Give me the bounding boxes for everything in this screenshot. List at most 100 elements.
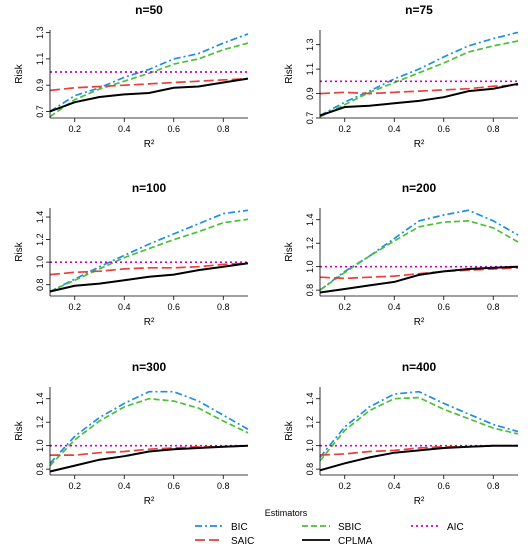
x-tick-label: 0.6 xyxy=(167,481,180,491)
x-tick-label: 0.6 xyxy=(437,481,450,491)
x-tick-label: 0.4 xyxy=(388,481,401,491)
y-tick-label: 0.9 xyxy=(35,79,45,92)
y-tick-label: 1.1 xyxy=(305,63,315,76)
series-line-bic xyxy=(49,390,249,464)
x-tick-label: 0.2 xyxy=(68,302,81,312)
series-line-saic xyxy=(319,444,518,456)
x-tick-label: 0.8 xyxy=(487,302,500,312)
y-tick-label: 1.0 xyxy=(305,439,315,452)
x-tick-label: 0.6 xyxy=(437,302,450,312)
x-tick-label: 0.6 xyxy=(167,124,180,134)
y-tick-label: 0.9 xyxy=(305,87,315,100)
chart-panel-n=100: n=100 0.2 0.4 0.6 0.8 0.8 1.0 1.2 1.4 R² Risk xyxy=(14,181,249,328)
series-line-cplma xyxy=(319,82,519,117)
series-line-bic xyxy=(49,33,249,113)
x-tick-label: 0.8 xyxy=(217,481,230,491)
series-line-saic xyxy=(49,77,249,92)
y-tick-label: 1.2 xyxy=(305,237,315,250)
y-tick-label: 1.0 xyxy=(35,256,45,269)
x-tick-label: 0.4 xyxy=(388,302,401,312)
series-line-sbic xyxy=(319,396,519,462)
y-tick-label: 0.8 xyxy=(305,463,315,476)
y-tick-label: 1.2 xyxy=(305,416,315,429)
y-tick-label: 1.4 xyxy=(305,392,315,405)
series-line-sbic xyxy=(49,42,249,118)
y-tick-label: 0.8 xyxy=(305,284,315,297)
series-line-saic xyxy=(50,444,249,456)
series-line-sbic xyxy=(49,218,249,293)
x-tick-label: 0.8 xyxy=(217,302,230,312)
x-tick-label: 0.8 xyxy=(217,124,230,134)
x-tick-label: 0.2 xyxy=(68,481,81,491)
legend-label-bic: BIC xyxy=(231,522,248,533)
x-axis-label: R² xyxy=(144,139,155,150)
series-line-cplma xyxy=(319,444,518,472)
series-line-bic xyxy=(49,209,249,293)
x-axis-label: R² xyxy=(144,317,155,328)
legend-entries: BIC SBIC AIC SAIC CPLMA xyxy=(195,522,464,547)
x-tick-label: 0.6 xyxy=(167,302,180,312)
panel-title: n=75 xyxy=(405,3,433,17)
x-tick-label: 0.4 xyxy=(118,481,131,491)
series-line-sbic xyxy=(49,397,249,467)
x-axis-label: R² xyxy=(414,139,425,150)
y-axis-label: Risk xyxy=(14,420,25,440)
x-tick-label: 0.4 xyxy=(118,124,131,134)
y-tick-label: 1.3 xyxy=(305,38,315,51)
x-tick-label: 0.8 xyxy=(487,481,500,491)
panel-title: n=200 xyxy=(402,181,437,195)
y-tick-label: 1.4 xyxy=(35,211,45,224)
x-tick-label: 0.2 xyxy=(68,124,81,134)
y-tick-label: 0.7 xyxy=(305,112,315,125)
series-line-cplma xyxy=(49,262,249,293)
series-line-cplma xyxy=(319,265,519,294)
y-tick-label: 1.0 xyxy=(35,439,45,452)
legend-label-sbic: SBIC xyxy=(338,522,361,533)
series-line-saic xyxy=(319,84,519,95)
legend-title: Estimators xyxy=(265,508,308,518)
chart-panel-n=400: n=400 0.2 0.4 0.6 0.8 0.8 1.0 1.2 1.4 R² Risk xyxy=(284,360,519,507)
y-tick-label: 1.4 xyxy=(305,213,315,226)
series-line-saic xyxy=(49,262,249,276)
series-line-sbic xyxy=(319,40,519,118)
y-axis-label: Risk xyxy=(284,63,295,83)
x-tick-label: 0.4 xyxy=(388,124,401,134)
y-tick-label: 1.2 xyxy=(35,233,45,246)
series-line-saic xyxy=(319,266,519,280)
legend-label-aic: AIC xyxy=(447,522,464,533)
x-tick-label: 0.2 xyxy=(338,481,351,491)
series-line-bic xyxy=(319,31,519,117)
chart-panel-n=50: n=50 0.2 0.4 0.6 0.8 0.7 0.9 1.1 1.3 R² Risk xyxy=(14,3,249,150)
series-line-sbic xyxy=(319,220,519,291)
y-axis-label: Risk xyxy=(284,420,295,440)
series-line-bic xyxy=(319,390,519,458)
x-axis-label: R² xyxy=(414,496,425,507)
x-axis-label: R² xyxy=(144,496,155,507)
chart-panel-n=300: n=300 0.2 0.4 0.6 0.8 0.8 1.0 1.2 1.4 R² Risk xyxy=(14,360,249,507)
legend-label-saic: SAIC xyxy=(231,536,254,547)
y-tick-label: 1.2 xyxy=(35,416,45,429)
y-tick-label: 1.3 xyxy=(35,26,45,39)
x-tick-label: 0.2 xyxy=(338,302,351,312)
y-tick-label: 0.8 xyxy=(35,278,45,291)
y-tick-label: 0.8 xyxy=(35,463,45,476)
series-line-cplma xyxy=(49,444,249,473)
panel-title: n=400 xyxy=(402,360,437,374)
y-axis-label: Risk xyxy=(14,63,25,83)
y-tick-label: 1.4 xyxy=(35,392,45,405)
panel-title: n=300 xyxy=(132,360,167,374)
series-line-cplma xyxy=(49,77,249,113)
chart-panels: n=50 0.2 0.4 0.6 0.8 0.7 0.9 1.1 1.3 R² Risk n=75 0.… xyxy=(14,3,519,507)
panel-title: n=100 xyxy=(132,181,167,195)
y-axis-label: Risk xyxy=(284,241,295,261)
legend: Estimators BIC SBIC AIC SAIC CPLMA xyxy=(195,508,464,547)
x-tick-label: 0.4 xyxy=(118,302,131,312)
x-tick-label: 0.2 xyxy=(338,124,351,134)
chart-panel-n=200: n=200 0.2 0.4 0.6 0.8 0.8 1.0 1.2 1.4 R² Risk xyxy=(284,181,519,328)
x-tick-label: 0.6 xyxy=(437,124,450,134)
x-tick-label: 0.8 xyxy=(487,124,500,134)
x-axis-label: R² xyxy=(414,317,425,328)
y-tick-label: 1.0 xyxy=(305,260,315,273)
y-tick-label: 1.1 xyxy=(35,53,45,66)
